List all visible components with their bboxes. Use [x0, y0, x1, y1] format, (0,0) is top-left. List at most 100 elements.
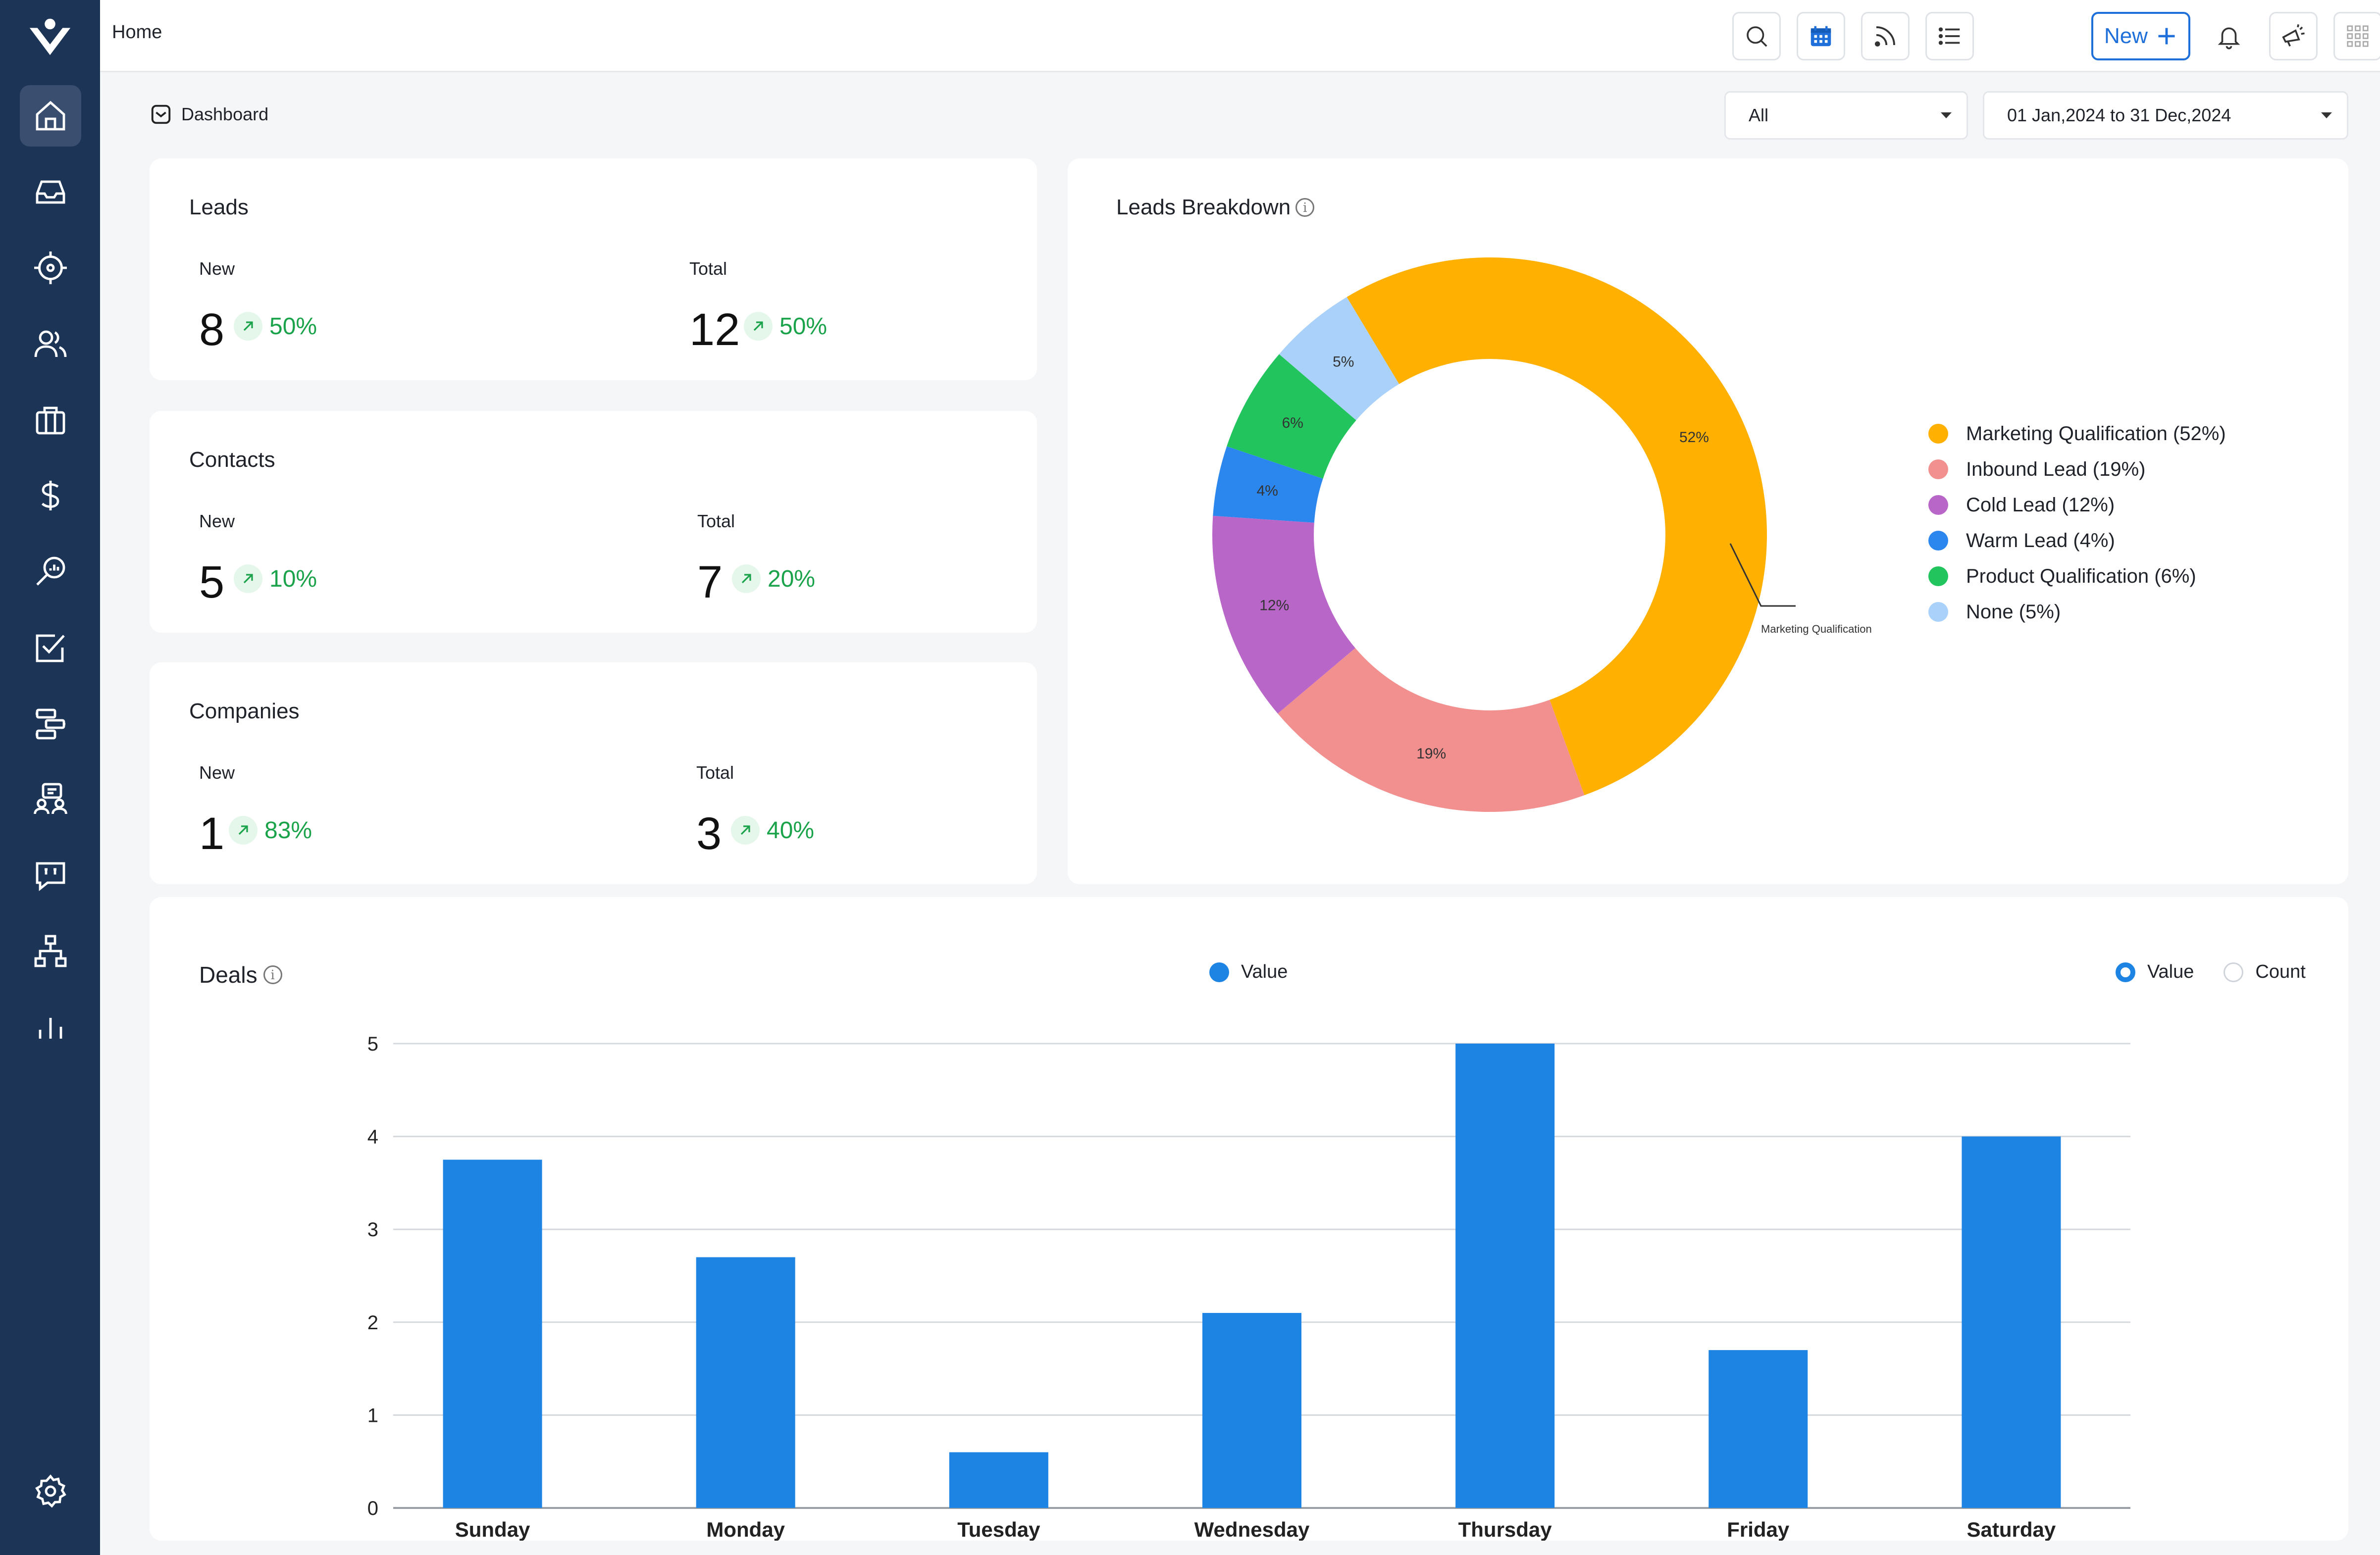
series-legend[interactable]: Value [1209, 961, 1288, 983]
total-value: 12 [689, 304, 740, 355]
inbox-icon[interactable] [20, 161, 81, 223]
total-change: 40% [731, 816, 814, 845]
slice-label: 5% [1333, 353, 1354, 370]
date-range-select[interactable]: 01 Jan,2024 to 31 Dec,2024 [1983, 91, 2348, 140]
bar[interactable] [949, 1452, 1048, 1508]
legend-label: Warm Lead (4%) [1966, 529, 2115, 552]
chevron-down-icon [2321, 112, 2332, 118]
pie-slice[interactable] [1227, 354, 1356, 479]
legend-swatch [1928, 424, 1948, 444]
y-tick-label: 4 [367, 1126, 378, 1148]
companies-card: Companies New 1 83% Total 3 40% [150, 662, 1037, 884]
leads-donut-chart: 52% 19% 12% 4% 6% 5% Marketing Qualification [1212, 257, 1872, 812]
trend-up-icon [234, 564, 262, 593]
hierarchy-icon[interactable] [20, 920, 81, 982]
support-icon[interactable] [20, 768, 81, 830]
callout-label: Marketing Qualification [1761, 623, 1872, 635]
bar[interactable] [1202, 1313, 1301, 1508]
dollar-icon[interactable] [20, 465, 81, 526]
legend-swatch [1928, 602, 1948, 622]
legend-item[interactable]: Marketing Qualification (52%) [1928, 416, 2226, 451]
plus-icon [2158, 28, 2175, 45]
new-label: New [199, 511, 235, 531]
search-analytics-icon[interactable] [20, 541, 81, 602]
total-change: 50% [744, 312, 827, 341]
pie-slice[interactable] [1212, 515, 1355, 714]
bar[interactable] [696, 1257, 795, 1508]
legend-label: Product Qualification (6%) [1966, 565, 2196, 587]
pie-slice[interactable] [1278, 648, 1585, 812]
info-icon[interactable] [263, 965, 282, 984]
x-tick-label: Thursday [1458, 1518, 1552, 1541]
x-tick-label: Monday [706, 1518, 785, 1541]
deals-bar-chart: 0 1 2 3 4 5 Sunday Monday Tuesday Wednesday Thursd… [367, 1033, 2130, 1541]
trend-up-icon [229, 816, 258, 845]
bar[interactable] [1708, 1350, 1808, 1508]
briefcase-icon[interactable] [20, 389, 81, 451]
leads-legend: Marketing Qualification (52%) Inbound Lea… [1928, 416, 2226, 630]
y-tick-label: 0 [367, 1498, 378, 1519]
y-tick-label: 2 [367, 1312, 378, 1334]
info-icon[interactable] [1295, 198, 1315, 217]
pie-slice[interactable] [1346, 257, 1767, 796]
list-icon[interactable] [1925, 12, 1974, 60]
bar[interactable] [1455, 1044, 1555, 1508]
chat-quote-icon[interactable] [20, 845, 81, 906]
calendar-icon[interactable] [1797, 12, 1845, 60]
legend-item[interactable]: Cold Lead (12%) [1928, 487, 2226, 523]
legend-item[interactable]: Product Qualification (6%) [1928, 558, 2226, 594]
users-icon[interactable] [20, 313, 81, 374]
deals-title: Deals [199, 961, 282, 988]
broadcast-icon[interactable] [1861, 12, 1910, 60]
trend-up-icon [744, 312, 773, 341]
home-icon[interactable] [20, 85, 81, 147]
count-radio[interactable] [2224, 962, 2244, 982]
breadcrumb[interactable]: Home [112, 22, 162, 43]
settings-icon[interactable] [20, 1460, 81, 1522]
x-tick-label: Tuesday [957, 1518, 1040, 1541]
bar[interactable] [1962, 1136, 2061, 1508]
new-button[interactable]: New [2091, 12, 2190, 60]
deals-card: Deals Value Value Count 0 1 2 3 4 5 Sunday Mond… [150, 897, 2348, 1541]
pie-slice[interactable] [1279, 297, 1399, 420]
sidebar [0, 0, 100, 1555]
legend-swatch [1209, 962, 1229, 982]
workflow-icon[interactable] [20, 693, 81, 754]
slice-label: 6% [1282, 415, 1303, 431]
target-icon[interactable] [20, 237, 81, 299]
trend-up-icon [731, 816, 760, 845]
legend-swatch [1928, 459, 1948, 479]
y-tick-label: 5 [367, 1033, 378, 1055]
count-radio-label: Count [2255, 961, 2306, 982]
callout-line [1729, 543, 1796, 607]
value-radio[interactable] [2116, 962, 2135, 982]
slice-label: 12% [1259, 597, 1289, 613]
total-label: Total [697, 511, 735, 531]
logo[interactable] [26, 14, 74, 58]
legend-label: Value [1241, 961, 1288, 982]
legend-swatch [1928, 531, 1948, 551]
leads-card: Leads New 8 50% Total 12 50% [150, 158, 1037, 380]
pie-slice[interactable] [1213, 446, 1323, 523]
leads-breakdown-card: Leads Breakdown 52% 19% 12% 4% 6% 5% Marketing… [1068, 158, 2348, 884]
bar[interactable] [443, 1159, 542, 1508]
legend-label: Inbound Lead (19%) [1966, 458, 2146, 480]
slice-label: 4% [1257, 483, 1278, 499]
legend-swatch [1928, 566, 1948, 586]
checkbox-icon[interactable] [20, 617, 81, 678]
legend-label: None (5%) [1966, 601, 2061, 623]
filter-select[interactable]: All [1724, 91, 1968, 140]
bar-chart-icon[interactable] [20, 996, 81, 1057]
bell-icon[interactable] [2205, 12, 2253, 60]
legend-item[interactable]: None (5%) [1928, 594, 2226, 630]
total-change-value: 40% [767, 817, 815, 844]
total-label: Total [696, 762, 734, 783]
megaphone-icon[interactable] [2269, 12, 2318, 60]
x-tick-label: Friday [1727, 1518, 1790, 1541]
legend-item[interactable]: Inbound Lead (19%) [1928, 451, 2226, 487]
legend-item[interactable]: Warm Lead (4%) [1928, 523, 2226, 558]
new-change-value: 83% [264, 817, 312, 844]
leads-breakdown-title: Leads Breakdown [1116, 195, 1315, 220]
apps-grid-icon[interactable] [2333, 12, 2380, 60]
search-icon[interactable] [1732, 12, 1781, 60]
